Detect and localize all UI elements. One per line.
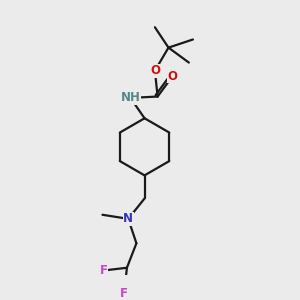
Text: N: N	[123, 212, 133, 225]
Text: NH: NH	[121, 92, 140, 104]
Text: O: O	[168, 70, 178, 83]
Text: O: O	[150, 64, 160, 77]
Text: F: F	[120, 287, 128, 300]
Text: F: F	[100, 264, 108, 277]
